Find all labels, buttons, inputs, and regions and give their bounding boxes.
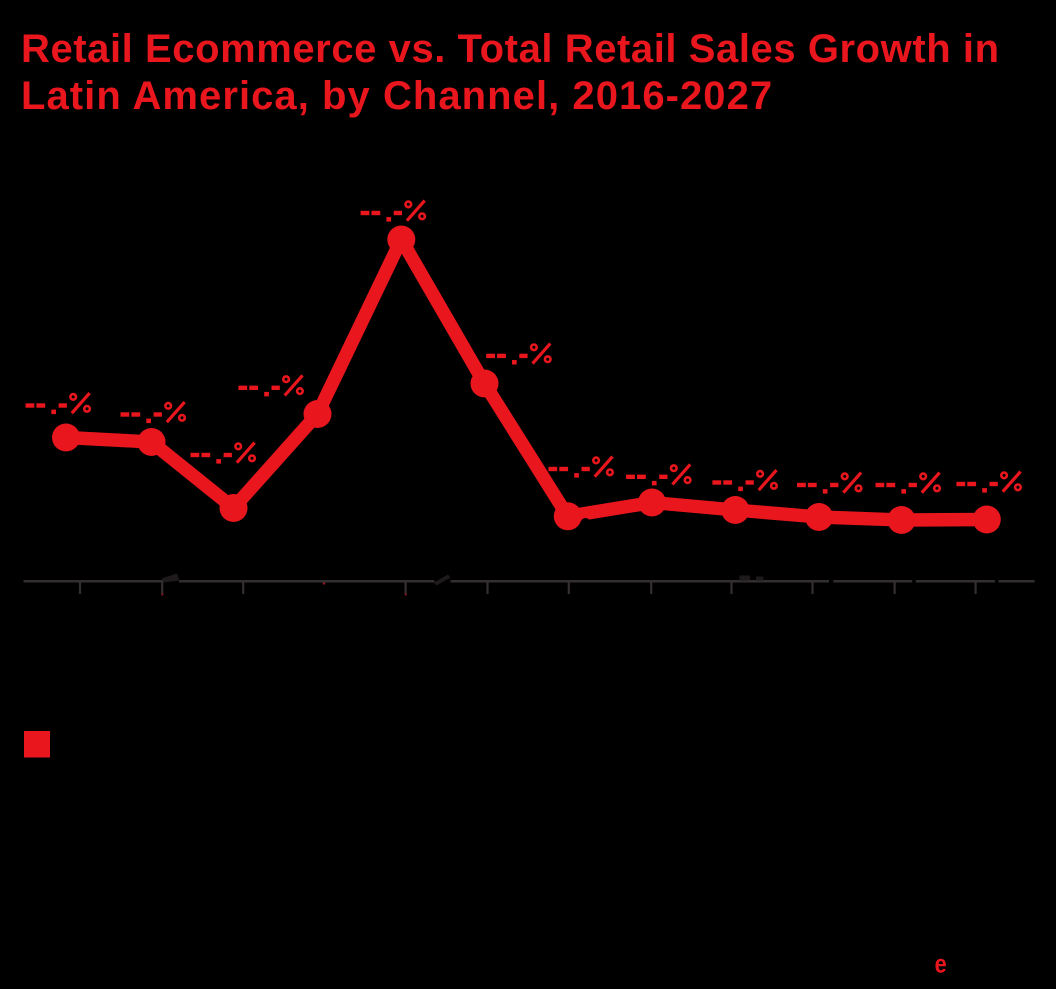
svg-text:e: e	[935, 951, 947, 979]
